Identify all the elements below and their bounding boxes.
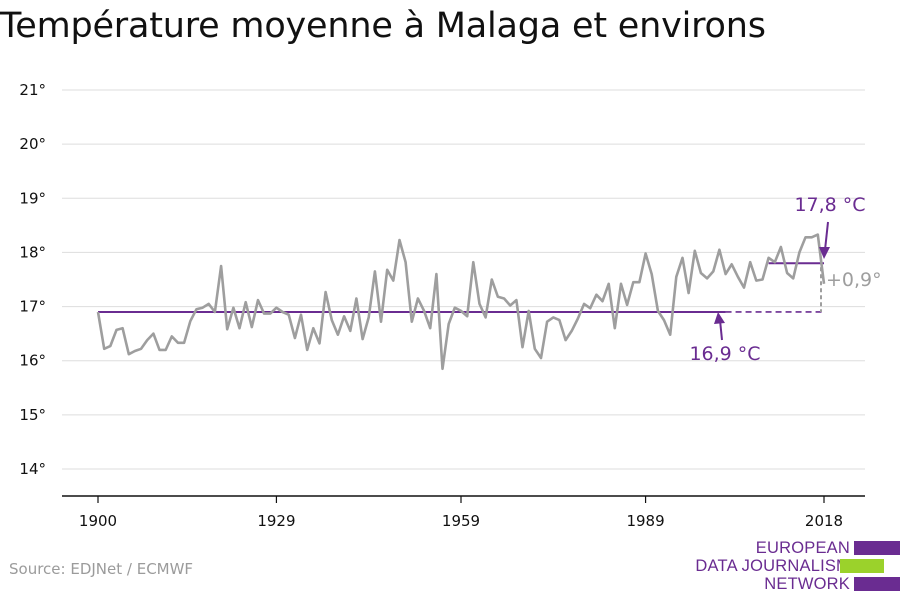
- average-label-recent: 17,8 °C: [794, 194, 865, 216]
- y-tick-label: 14°: [19, 460, 46, 478]
- arrow-head-2: [819, 247, 830, 259]
- y-tick-label: 18°: [19, 243, 46, 261]
- y-tick-label: 17°: [19, 298, 46, 316]
- logo-bar-bottom: [854, 577, 900, 591]
- temperature-series: [96, 233, 826, 371]
- y-tick-label: 20°: [19, 135, 46, 153]
- source-note: Source: EDJNet / ECMWF: [9, 560, 194, 578]
- page-title: Température moyenne à Malaga et environs: [0, 6, 766, 46]
- annotations: 16,9 °C 17,8 °C +0,9°: [689, 194, 881, 365]
- x-axis: 1900 1929 1959 1989 2018: [62, 495, 865, 530]
- edjnet-logo: EUROPEAN DATA JOURNALISM NETWORK: [695, 539, 900, 597]
- y-tick-label: 16°: [19, 352, 46, 370]
- x-tick-label: 1929: [257, 512, 295, 530]
- logo-bar-top: [854, 541, 900, 555]
- arrow-shaft-2: [824, 221, 829, 251]
- x-tick-label: 1989: [626, 512, 664, 530]
- x-tick-label: 1900: [79, 512, 117, 530]
- y-tick-label: 21°: [19, 81, 46, 99]
- x-tick-label: 1959: [442, 512, 480, 530]
- logo-line-1: EUROPEAN: [755, 539, 850, 557]
- arrow-head-1: [714, 312, 725, 324]
- temperature-chart: 14° 15° 16° 17° 18° 19° 20° 21° 1900 1929 1959 198…: [19, 81, 881, 530]
- average-label-1900: 16,9 °C: [689, 343, 760, 365]
- logo-bar-middle: [840, 559, 884, 573]
- y-tick-label: 19°: [19, 189, 46, 207]
- temperature-line: [96, 233, 826, 371]
- x-tick-label: 2018: [805, 512, 843, 530]
- y-gridlines: [62, 89, 865, 470]
- logo-line-3: NETWORK: [764, 575, 850, 593]
- y-axis-tick-labels: 14° 15° 16° 17° 18° 19° 20° 21°: [19, 81, 46, 478]
- logo-line-2: DATA JOURNALISM: [695, 557, 850, 575]
- difference-label: +0,9°: [826, 269, 882, 291]
- y-tick-label: 15°: [19, 406, 46, 424]
